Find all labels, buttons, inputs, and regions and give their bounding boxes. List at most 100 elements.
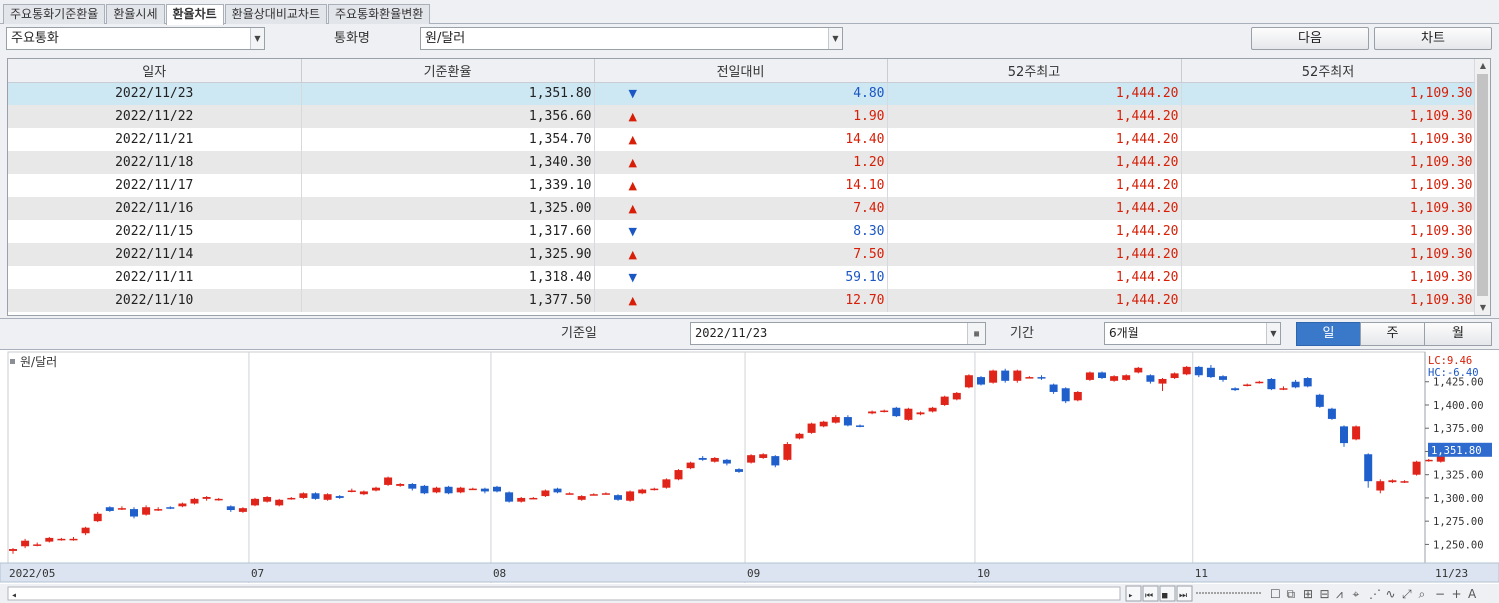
chart-hscrollbar[interactable] bbox=[7, 586, 1121, 601]
filter-bar: 주요통화 ▼ 통화명 원/달러 ▼ 다음 차트 bbox=[0, 25, 1499, 55]
currency-select[interactable]: 원/달러 ▼ bbox=[420, 27, 843, 50]
up-triangle-icon: ▲ bbox=[628, 156, 637, 169]
header-date[interactable]: 일자 bbox=[8, 59, 302, 83]
candle-body bbox=[517, 497, 526, 502]
candle-body bbox=[1352, 426, 1361, 440]
table-row[interactable]: 2022/11/11 1,318.40 ▼ 59.10 1,444.20 1,109.30 bbox=[8, 266, 1476, 289]
cell-date: 2022/11/14 bbox=[8, 243, 302, 266]
weekly-toggle[interactable]: 주 bbox=[1360, 322, 1425, 346]
cell-rate: 1,325.00 bbox=[301, 197, 595, 220]
header-rate[interactable]: 기준환율 bbox=[301, 59, 595, 83]
chevron-down-icon[interactable]: ▼ bbox=[828, 28, 842, 49]
monthly-toggle[interactable]: 월 bbox=[1424, 322, 1492, 346]
y-tick-label: 1,250.00 bbox=[1433, 539, 1484, 551]
candle-body bbox=[880, 410, 889, 413]
tab-1[interactable]: 환율시세 bbox=[106, 4, 165, 24]
candle-body bbox=[251, 498, 259, 506]
scroll-down-icon[interactable]: ▼ bbox=[1479, 303, 1487, 312]
cell-52w-high: 1,444.20 bbox=[887, 197, 1182, 220]
play-icon-button[interactable] bbox=[1125, 585, 1142, 602]
scroll-up-icon[interactable]: ▲ bbox=[1479, 61, 1487, 70]
fast-forward-icon: ⏭ bbox=[1179, 591, 1187, 601]
table-row[interactable]: 2022/11/17 1,339.10 ▲ 14.10 1,444.20 1,109.30 bbox=[8, 174, 1476, 197]
candle-body bbox=[238, 508, 247, 512]
trend-icon: ⋰ bbox=[1369, 587, 1381, 601]
cell-date: 2022/11/21 bbox=[8, 128, 302, 151]
cell-change: ▼ 8.30 bbox=[594, 220, 888, 243]
fast-forward-icon-button[interactable] bbox=[1176, 585, 1193, 602]
category-select[interactable]: 주요통화 ▼ bbox=[6, 27, 265, 50]
crosshair-icon: ⌖ bbox=[1353, 587, 1360, 601]
next-button[interactable]: 다음 bbox=[1251, 27, 1369, 50]
cell-change: ▲ 7.50 bbox=[594, 243, 888, 266]
table-row[interactable]: 2022/11/14 1,325.90 ▲ 7.50 1,444.20 1,109.30 bbox=[8, 243, 1476, 266]
table-row[interactable]: 2022/11/16 1,325.00 ▲ 7.40 1,444.20 1,109.30 bbox=[8, 197, 1476, 220]
split-layout-icon: ⊟ bbox=[1320, 587, 1330, 601]
tab-2[interactable]: 환율차트 bbox=[165, 4, 224, 25]
chevron-down-icon[interactable]: ▼ bbox=[250, 28, 264, 49]
cell-rate: 1,318.40 bbox=[301, 266, 595, 289]
period-select[interactable]: 6개월 ▼ bbox=[1104, 322, 1281, 345]
cell-date: 2022/11/15 bbox=[8, 220, 302, 243]
x-axis-band bbox=[0, 562, 1499, 583]
cell-rate: 1,325.90 bbox=[301, 243, 595, 266]
candle-body bbox=[856, 425, 864, 427]
candle-body bbox=[759, 454, 768, 458]
calendar-icon[interactable]: ▦ bbox=[967, 323, 985, 344]
candle-body bbox=[444, 486, 453, 494]
y-tick-label: 1,300.00 bbox=[1433, 493, 1484, 505]
cell-rate: 1,339.10 bbox=[301, 174, 595, 197]
candle-body bbox=[1073, 391, 1082, 401]
cell-change: ▼ 4.80 bbox=[594, 82, 888, 105]
candle-body bbox=[1255, 381, 1264, 384]
scroll-thumb[interactable] bbox=[1477, 74, 1488, 296]
candle-body bbox=[505, 492, 514, 502]
candle-body bbox=[904, 408, 913, 420]
candle-body bbox=[275, 499, 284, 506]
table-scrollbar[interactable]: ▲ ▼ bbox=[1474, 59, 1490, 315]
table-row[interactable]: 2022/11/23 1,351.80 ▼ 4.80 1,444.20 1,109.30 bbox=[8, 82, 1476, 105]
header-52w-low[interactable]: 52주최저 bbox=[1181, 59, 1476, 83]
rewind-icon-button[interactable] bbox=[1142, 585, 1159, 602]
table-row[interactable]: 2022/11/22 1,356.60 ▲ 1.90 1,444.20 1,109.30 bbox=[8, 105, 1476, 128]
candle-body bbox=[1206, 367, 1215, 378]
cell-52w-low: 1,109.30 bbox=[1181, 82, 1476, 105]
daily-toggle[interactable]: 일 bbox=[1296, 322, 1361, 346]
candle-body bbox=[335, 496, 344, 498]
candle-body bbox=[1182, 366, 1191, 375]
candle-body bbox=[614, 495, 622, 500]
candle-body bbox=[1122, 375, 1131, 380]
zoom-out-icon: − bbox=[1435, 587, 1445, 601]
header-52w-high[interactable]: 52주최고 bbox=[887, 59, 1182, 83]
tab-4[interactable]: 주요통화환율변환 bbox=[328, 4, 431, 24]
tab-0[interactable]: 주요통화기준환율 bbox=[3, 4, 106, 24]
candle-body bbox=[456, 487, 465, 493]
candle-body bbox=[1231, 388, 1240, 391]
candle-body bbox=[964, 375, 973, 388]
change-value: 7.40 bbox=[853, 201, 885, 216]
current-value-label: 1,351.80 bbox=[1431, 445, 1482, 457]
candle-body bbox=[1243, 384, 1252, 387]
chart-title: 원/달러 bbox=[20, 355, 57, 369]
table-row[interactable]: 2022/11/18 1,340.30 ▲ 1.20 1,444.20 1,109.30 bbox=[8, 151, 1476, 174]
table-header-row: 일자 기준환율 전일대비 52주최고 52주최저 bbox=[8, 59, 1476, 83]
candle-body bbox=[1049, 384, 1058, 392]
chart-canvas[interactable]: 원/달러 1,250.00 1,275.00 1,300.00 1,325.00 1,35… bbox=[0, 350, 1499, 603]
header-change[interactable]: 전일대비 bbox=[594, 59, 888, 83]
candle-body bbox=[130, 509, 138, 517]
table-row[interactable]: 2022/11/10 1,377.50 ▲ 12.70 1,444.20 1,109.30 bbox=[8, 289, 1476, 312]
chart-button[interactable]: 차트 bbox=[1374, 27, 1492, 50]
table-row[interactable]: 2022/11/15 1,317.60 ▼ 8.30 1,444.20 1,109.30 bbox=[8, 220, 1476, 243]
draw-line-icon: ⩘ bbox=[1336, 587, 1343, 601]
candle-body bbox=[1025, 377, 1034, 379]
candle-body bbox=[1267, 378, 1276, 390]
base-date-input[interactable]: 2022/11/23 ▦ bbox=[690, 322, 986, 345]
tab-3[interactable]: 환율상대비교차트 bbox=[224, 4, 327, 24]
chevron-down-icon[interactable]: ▼ bbox=[1266, 323, 1280, 344]
candle-body bbox=[783, 444, 792, 460]
candle-body bbox=[69, 538, 78, 541]
cell-52w-high: 1,444.20 bbox=[887, 151, 1182, 174]
stop-icon-button[interactable] bbox=[1159, 585, 1176, 602]
candle-body bbox=[868, 411, 877, 414]
table-row[interactable]: 2022/11/21 1,354.70 ▲ 14.40 1,444.20 1,109.30 bbox=[8, 128, 1476, 151]
